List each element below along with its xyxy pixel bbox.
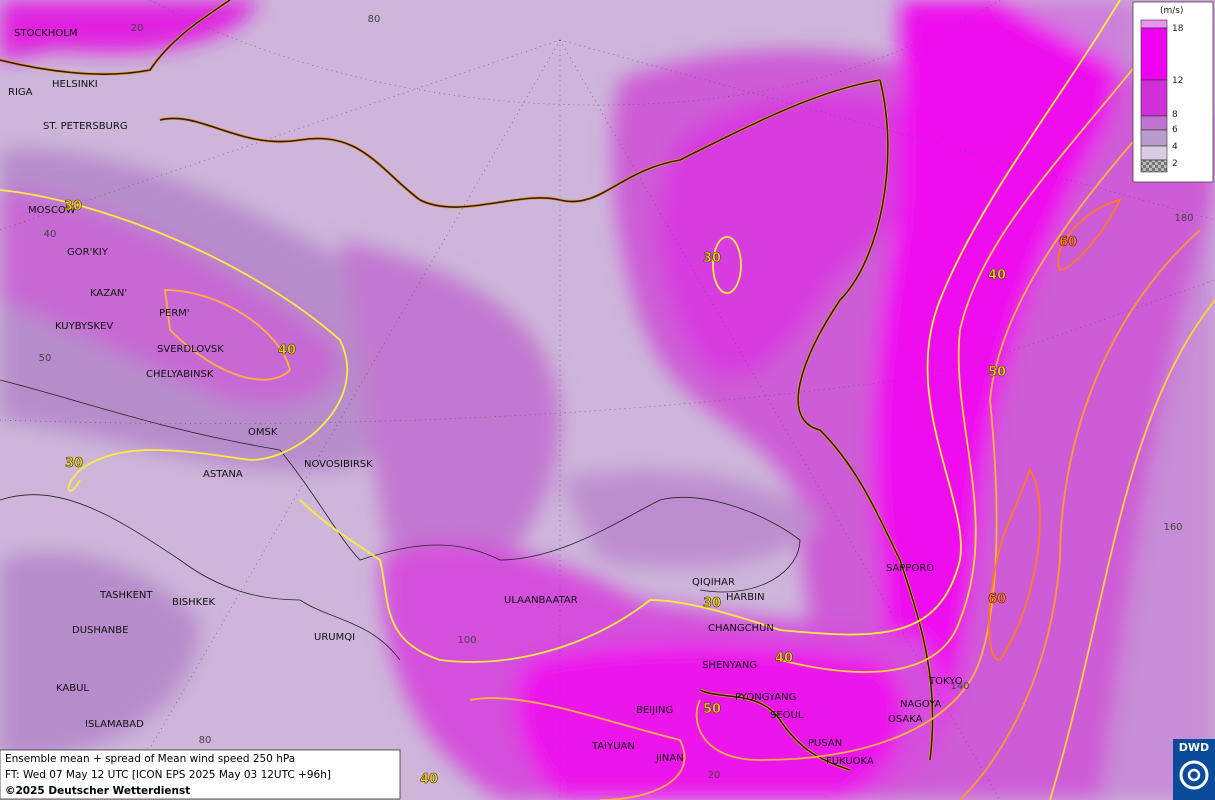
city-label: NAGOYA — [900, 699, 942, 710]
city-label: CHANGCHUN — [708, 623, 774, 634]
graticule-label: 40 — [44, 229, 57, 240]
city-label: DUSHANBE — [72, 625, 128, 636]
contour-label: 50 — [703, 702, 721, 717]
legend-level: 12 — [1172, 76, 1183, 86]
graticule-label: 50 — [39, 353, 52, 364]
labels: STOCKHOLM HELSINKI RIGA ST. PETERSBURG MOSCO… — [8, 14, 1194, 787]
city-label: ULAANBAATAR — [504, 595, 578, 606]
contour-label: 30 — [65, 456, 83, 471]
legend-swatch — [1140, 115, 1168, 131]
city-label: OMSK — [248, 427, 278, 438]
contour-label: 40 — [988, 268, 1006, 283]
contour-label: 60 — [1059, 235, 1077, 250]
contour-label: 60 — [988, 592, 1006, 607]
contour-label: 30 — [703, 596, 721, 611]
graticule-label: 180 — [1174, 213, 1193, 224]
city-label: SVERDLOVSK — [157, 344, 224, 355]
footer-box — [0, 749, 401, 800]
logo-swirl — [1187, 768, 1201, 782]
contour-label: 30 — [64, 199, 82, 214]
footer: Ensemble mean + spread of Mean wind spee… — [0, 749, 401, 800]
city-label: CHELYABINSK — [146, 369, 214, 380]
legend-swatch — [1140, 129, 1168, 147]
city-label: URUMQI — [314, 632, 355, 643]
graticule-label: 160 — [1163, 522, 1182, 533]
footer-time: FT: Wed 07 May 12 UTC [ICON EPS 2025 May… — [5, 769, 331, 781]
footer-copyright: ©2025 Deutscher Wetterdienst — [5, 785, 190, 797]
logo-text: DWD — [1179, 741, 1209, 754]
legend-level: 2 — [1172, 159, 1178, 169]
city-label: KABUL — [56, 683, 89, 694]
graticule-label: 80 — [199, 735, 212, 746]
city-label: BEIJING — [636, 705, 673, 716]
legend-swatch — [1140, 145, 1168, 161]
city-label: TOKYO — [928, 676, 963, 687]
legend-swatch — [1140, 27, 1168, 81]
logo-swirl — [1179, 760, 1209, 790]
city-label: PUSAN — [808, 738, 842, 749]
graticule-label: 20 — [131, 23, 144, 34]
city-label: PYONGYANG — [735, 692, 796, 703]
contour-label: 40 — [278, 343, 296, 358]
city-label: TASHKENT — [99, 590, 153, 601]
city-label: BISHKEK — [172, 597, 216, 608]
city-label: PERM' — [159, 308, 190, 319]
city-label: QIQIHAR — [692, 577, 735, 588]
city-label: FUKUOKA — [826, 756, 874, 767]
city-label: GOR'KIY — [67, 247, 109, 258]
legend-unit: (m/s) — [1160, 6, 1184, 16]
graticule-label: 80 — [368, 14, 381, 25]
city-label: KAZAN' — [90, 288, 127, 299]
legend-swatch — [1140, 19, 1168, 29]
legend-level: 8 — [1172, 110, 1178, 120]
legend: (m/s) 18 12 8 6 4 2 — [1132, 1, 1214, 183]
city-label: ASTANA — [203, 469, 243, 480]
city-label: OSAKA — [888, 714, 923, 725]
legend-level: 18 — [1172, 24, 1184, 34]
legend-swatch — [1140, 79, 1168, 117]
footer-title: Ensemble mean + spread of Mean wind spee… — [5, 753, 295, 765]
city-label: ST. PETERSBURG — [43, 121, 128, 132]
graticule-label: 140 — [950, 681, 969, 692]
graticule-label: 100 — [457, 635, 476, 646]
borders — [0, 379, 801, 661]
city-label: STOCKHOLM — [14, 28, 77, 39]
graticule-label: 20 — [708, 770, 721, 781]
city-label: ISLAMABAD — [85, 719, 144, 730]
city-label: NOVOSIBIRSK — [304, 459, 373, 470]
legend-swatch — [1140, 159, 1168, 173]
city-label: TAIYUAN — [591, 741, 635, 752]
city-label: SEOUL — [770, 710, 804, 721]
city-label: RIGA — [8, 87, 33, 98]
city-label: SHENYANG — [702, 660, 757, 671]
dwd-logo: DWD — [1173, 739, 1215, 800]
city-label: KUYBYSKEV — [55, 321, 113, 332]
contour-label: 40 — [420, 772, 438, 787]
city-label: SAPPORO — [886, 563, 934, 574]
city-label: JINAN — [655, 753, 684, 764]
city-label: MOSCOW — [28, 205, 76, 216]
contour-label: 40 — [775, 651, 793, 666]
city-label: HARBIN — [726, 592, 765, 603]
legend-level: 4 — [1172, 142, 1178, 152]
legend-level: 6 — [1172, 125, 1178, 135]
city-label: HELSINKI — [52, 79, 98, 90]
contour-label: 50 — [988, 365, 1006, 380]
contour-label: 30 — [703, 251, 721, 266]
